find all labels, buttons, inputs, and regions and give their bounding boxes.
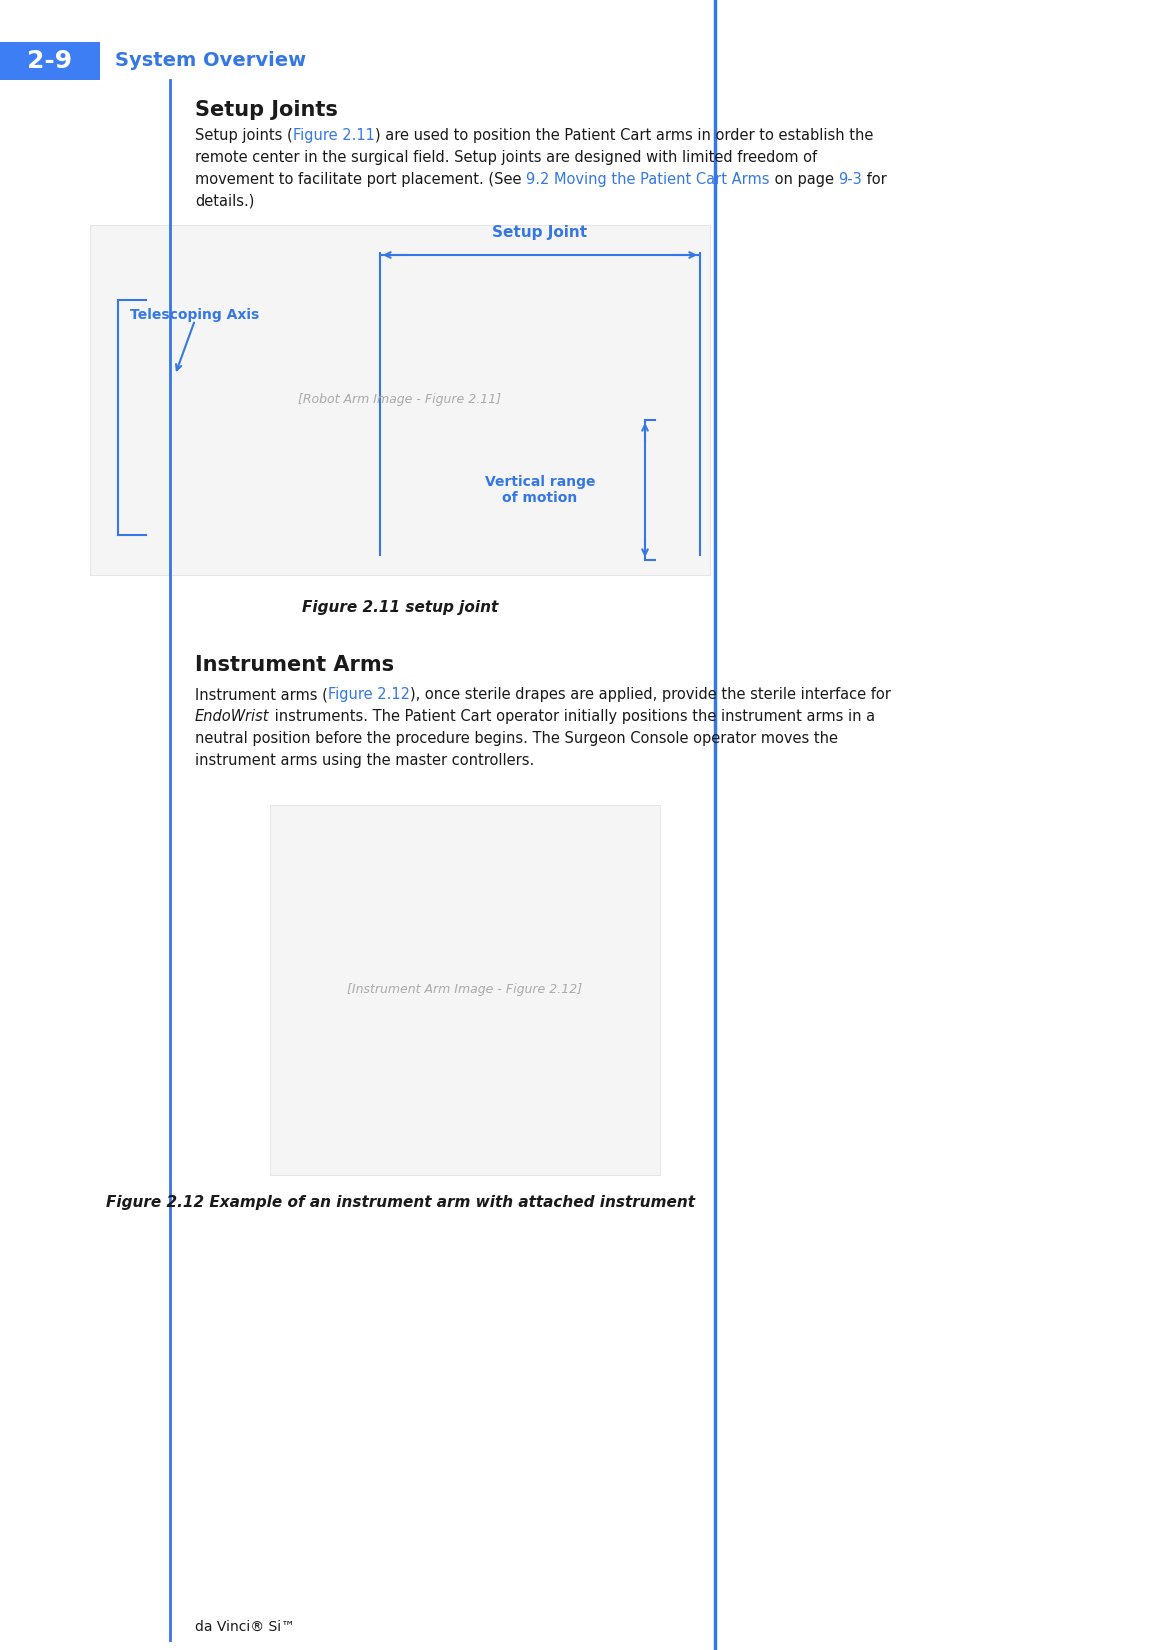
Text: 9-3: 9-3 [838, 172, 863, 186]
Text: Telescoping Axis: Telescoping Axis [130, 309, 260, 322]
Text: Instrument Arms: Instrument Arms [196, 655, 395, 675]
Text: details.): details.) [196, 195, 255, 210]
Text: 2-9: 2-9 [28, 50, 72, 73]
Text: neutral position before the procedure begins. The Surgeon Console operator moves: neutral position before the procedure be… [196, 731, 838, 746]
Text: on page: on page [769, 172, 838, 186]
Text: movement to facilitate port placement. (See: movement to facilitate port placement. (… [196, 172, 526, 186]
Bar [270, 805, 660, 1175]
Text: ), once sterile drapes are applied, provide the sterile interface for: ), once sterile drapes are applied, prov… [410, 686, 890, 701]
Text: Setup Joint: Setup Joint [492, 224, 588, 239]
Text: Instrument arms (: Instrument arms ( [196, 686, 328, 701]
Text: remote center in the surgical field. Setup joints are designed with limited free: remote center in the surgical field. Set… [196, 150, 817, 165]
Text: Vertical range
of motion: Vertical range of motion [484, 475, 595, 505]
Text: instrument arms using the master controllers.: instrument arms using the master control… [196, 752, 534, 767]
Bar [90, 224, 710, 574]
Text: Setup Joints: Setup Joints [196, 101, 338, 120]
Text: da Vinci® Si™: da Vinci® Si™ [196, 1620, 294, 1634]
Text: Figure 2.11: Figure 2.11 [293, 129, 375, 144]
Text: Figure 2.12 Example of an instrument arm with attached instrument: Figure 2.12 Example of an instrument arm… [106, 1195, 695, 1209]
Bar [0, 41, 100, 79]
Text: [Robot Arm Image - Figure 2.11]: [Robot Arm Image - Figure 2.11] [298, 393, 502, 406]
Text: 9.2 Moving the Patient Cart Arms: 9.2 Moving the Patient Cart Arms [526, 172, 769, 186]
Text: EndoWrist: EndoWrist [196, 710, 270, 724]
Text: Figure 2.12: Figure 2.12 [328, 686, 410, 701]
Text: Figure 2.11 setup joint: Figure 2.11 setup joint [301, 601, 498, 615]
Text: instruments. The Patient Cart operator initially positions the instrument arms i: instruments. The Patient Cart operator i… [270, 710, 874, 724]
Text: System Overview: System Overview [115, 51, 306, 71]
Text: for: for [863, 172, 887, 186]
Text: [Instrument Arm Image - Figure 2.12]: [Instrument Arm Image - Figure 2.12] [347, 983, 582, 997]
Text: ) are used to position the Patient Cart arms in order to establish the: ) are used to position the Patient Cart … [375, 129, 873, 144]
Text: Setup joints (: Setup joints ( [196, 129, 293, 144]
